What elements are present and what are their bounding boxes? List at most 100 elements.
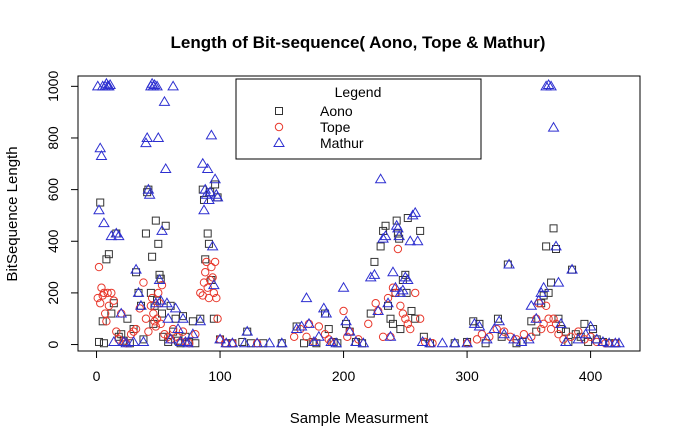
y-tick-label: 200 <box>45 281 61 305</box>
mathur-point <box>172 323 184 334</box>
tope-point <box>213 314 222 323</box>
aono-point <box>419 332 428 341</box>
mathur-point <box>300 292 313 303</box>
mathur-point <box>153 274 166 284</box>
mathur-point <box>392 222 404 233</box>
tope-point <box>139 278 148 287</box>
mathur-point <box>312 330 325 341</box>
tope-point <box>566 332 576 341</box>
mathur-point <box>214 333 226 344</box>
mathur-point <box>93 204 105 215</box>
tope-point <box>401 314 410 323</box>
aono-point <box>312 339 321 348</box>
tope-point <box>97 283 106 292</box>
mathur-point <box>159 162 172 173</box>
mathur-point <box>337 281 350 292</box>
x-tick-label: 0 <box>93 368 101 384</box>
mathur-point <box>130 263 142 274</box>
aono-point <box>191 339 200 348</box>
aono-point <box>381 221 390 230</box>
y-axis-label: BitSequence Length <box>4 146 21 281</box>
mathur-point <box>325 335 338 346</box>
aono-point <box>544 288 553 297</box>
aono-point <box>117 330 126 339</box>
mathur-point <box>416 335 429 346</box>
mathur-point <box>350 335 362 346</box>
mathur-point <box>406 209 419 220</box>
legend-marker-tope <box>274 122 284 132</box>
aono-point <box>107 309 116 318</box>
mathur-point <box>560 335 572 346</box>
mathur-point <box>579 328 592 339</box>
tope-point <box>102 317 111 326</box>
mathur-point <box>151 80 163 91</box>
mathur-point <box>152 131 165 142</box>
mathur-point <box>308 335 320 346</box>
tope-point <box>156 319 165 329</box>
tope-point <box>107 288 116 298</box>
tope-point <box>112 327 121 336</box>
tope-point <box>289 332 299 341</box>
y-tick-label: 1000 <box>45 71 61 102</box>
y-tick-label: 400 <box>45 229 61 253</box>
mathur-point <box>488 323 501 334</box>
mathur-point <box>162 312 175 323</box>
tope-point <box>415 314 425 323</box>
mathur-point <box>493 315 506 326</box>
mathur-point <box>508 333 520 344</box>
mathur-point <box>107 335 120 346</box>
tope-point <box>103 288 112 298</box>
aono-point <box>393 229 402 238</box>
mathur-point <box>132 286 145 297</box>
mathur-point <box>357 337 370 348</box>
mathur-point <box>156 224 168 235</box>
series-mathur <box>91 77 625 348</box>
x-tick-label: 300 <box>455 368 479 384</box>
mathur-point <box>226 337 239 348</box>
mathur-point <box>320 307 333 318</box>
mathur-point <box>374 173 387 184</box>
aono-point <box>556 325 565 334</box>
mathur-point <box>143 188 156 199</box>
mathur-point <box>404 235 417 246</box>
aono-point <box>552 245 561 254</box>
mathur-point <box>424 337 436 348</box>
tope-point <box>104 301 114 311</box>
mathur-point <box>251 337 263 348</box>
mathur-point <box>263 337 276 348</box>
tope-point <box>364 319 373 329</box>
tope-point <box>586 332 595 341</box>
x-axis: 0 100 200 300 400 <box>93 350 602 384</box>
mathur-point <box>550 240 562 251</box>
mathur-point <box>117 335 130 346</box>
tope-point <box>144 327 153 336</box>
mathur-point <box>384 330 397 341</box>
mathur-point <box>535 286 548 297</box>
tope-point <box>396 301 405 311</box>
mathur-point <box>169 302 182 313</box>
aono-point <box>196 314 205 323</box>
tope-point <box>178 327 188 336</box>
mathur-point <box>220 337 233 348</box>
mathur-point <box>140 137 152 148</box>
x-tick-label: 200 <box>332 368 356 384</box>
legend-marker-aono <box>275 107 283 115</box>
aono-point <box>547 278 556 287</box>
mathur-point <box>177 312 189 323</box>
mathur-point <box>461 337 473 348</box>
mathur-point <box>515 335 528 346</box>
aono-point <box>98 317 107 326</box>
mathur-point <box>127 335 140 346</box>
tope-point <box>544 314 553 323</box>
aono-point <box>109 299 118 308</box>
tope-point <box>554 330 563 339</box>
aono-point <box>493 314 502 323</box>
aono-point <box>402 288 411 297</box>
tope-point <box>534 299 543 308</box>
mathur-point <box>552 276 565 287</box>
aono-point <box>154 239 163 248</box>
tope-point <box>149 309 158 318</box>
chart-title: Length of Bit-sequence( Aono, Tope & Mat… <box>171 33 546 52</box>
tope-point <box>406 324 415 334</box>
tope-point <box>383 293 393 303</box>
